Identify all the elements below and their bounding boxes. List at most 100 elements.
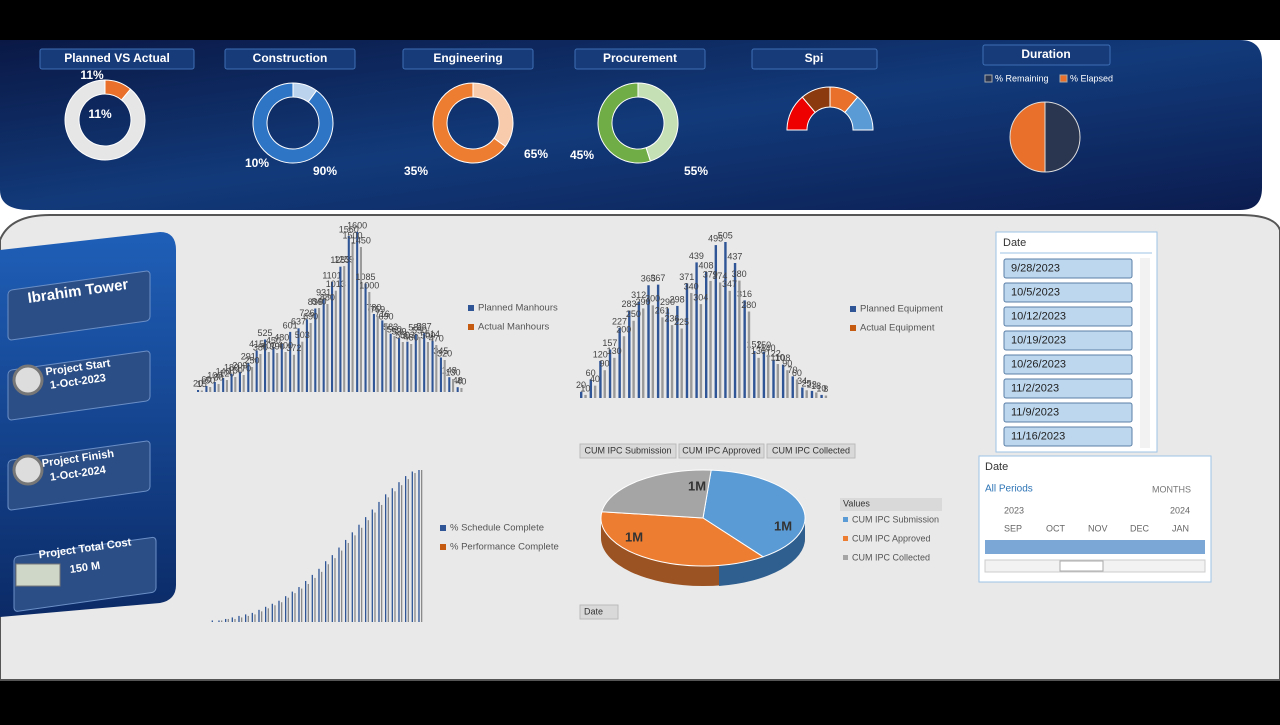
slicer-item[interactable] <box>1003 330 1133 351</box>
field-button[interactable] <box>766 443 856 459</box>
bar <box>815 392 818 398</box>
bar <box>294 593 296 622</box>
bar <box>351 532 353 622</box>
bar <box>398 482 400 622</box>
bar <box>460 388 463 392</box>
bar <box>613 357 616 398</box>
kpi-value-label: 45% <box>570 148 594 162</box>
bar <box>411 471 413 622</box>
data-label: 345 <box>433 346 448 356</box>
timeline-unit[interactable]: MONTHS <box>1152 484 1191 494</box>
legend-label: % Performance Complete <box>450 542 559 553</box>
legend-label: CUM IPC Submission <box>852 514 939 524</box>
legend-swatch <box>843 555 848 560</box>
bar <box>301 588 303 622</box>
bar <box>374 512 376 622</box>
gauge-segment <box>844 96 874 131</box>
field-button[interactable] <box>579 604 619 620</box>
bar <box>285 596 287 622</box>
bar <box>298 587 300 622</box>
bar <box>410 344 413 392</box>
data-label: 60 <box>201 374 211 384</box>
data-label: 48 <box>453 376 463 386</box>
bar <box>356 232 359 392</box>
data-label: 316 <box>737 289 752 299</box>
bar <box>728 290 731 398</box>
legend-title: Values <box>843 498 870 508</box>
kpi-title: Planned VS Actual <box>64 51 170 65</box>
bar <box>762 351 766 398</box>
bar <box>255 350 258 392</box>
bar <box>341 550 343 622</box>
data-label: 290 <box>636 297 651 307</box>
bar <box>271 603 273 622</box>
bar <box>311 574 313 622</box>
data-label: 637 <box>291 317 306 327</box>
bar <box>259 354 262 392</box>
data-label: 340 <box>684 281 699 291</box>
timeline-thumb[interactable] <box>1059 560 1104 572</box>
timeline-title: Date <box>985 461 1008 473</box>
bar <box>622 336 626 398</box>
data-label: 759 <box>370 304 385 314</box>
data-label: 283 <box>622 299 637 309</box>
kpi-segment <box>64 79 146 161</box>
data-label: 120 <box>219 368 234 378</box>
bar <box>733 263 737 398</box>
slicer-item[interactable] <box>1003 402 1133 423</box>
bar <box>448 377 451 392</box>
timeline-month: OCT <box>1046 523 1066 533</box>
data-label: 503 <box>400 330 415 340</box>
slicer-item[interactable] <box>1003 282 1133 303</box>
bar <box>347 542 349 622</box>
bar <box>292 354 295 392</box>
bar <box>695 262 698 398</box>
kpi-title-box <box>982 44 1111 66</box>
data-label: 560 <box>387 324 402 334</box>
bar <box>251 612 253 622</box>
bar <box>753 351 756 398</box>
timeline-periods: All Periods <box>985 484 1033 495</box>
bar <box>414 473 416 622</box>
data-label: 250 <box>245 355 260 365</box>
data-label: 152 <box>747 339 762 349</box>
pie-slice <box>601 469 712 519</box>
slicer-item[interactable] <box>1003 258 1133 279</box>
field-button[interactable] <box>579 443 677 459</box>
slicer-item[interactable] <box>1003 354 1133 375</box>
bar <box>603 370 606 398</box>
slicer-title: Date <box>1003 237 1026 249</box>
bar <box>651 305 655 398</box>
data-label: 372 <box>286 343 301 353</box>
kpi-title: Construction <box>253 51 328 65</box>
data-label: 1000 <box>359 280 379 290</box>
bar <box>584 394 587 398</box>
bar <box>439 357 442 392</box>
data-label: 379 <box>703 269 718 279</box>
bar <box>234 618 236 622</box>
data-label: 840 <box>312 296 327 306</box>
legend-label: Planned Equipment <box>860 304 943 315</box>
kpi-title-box <box>39 48 195 70</box>
field-button[interactable] <box>678 443 765 459</box>
data-label: 716 <box>375 309 390 319</box>
slicer-item[interactable] <box>1003 306 1133 327</box>
data-label: 495 <box>708 233 723 243</box>
data-label: 15 <box>197 379 207 389</box>
bar <box>690 292 693 398</box>
data-label: 1560 <box>339 224 359 234</box>
info-box <box>13 536 157 612</box>
bar <box>272 347 275 392</box>
clock-icon <box>12 454 44 486</box>
money-icon <box>15 563 61 587</box>
bar <box>225 380 228 392</box>
bar <box>284 352 287 392</box>
bar <box>393 336 396 392</box>
info-box <box>7 440 151 511</box>
bar <box>452 379 455 392</box>
bar <box>345 539 347 622</box>
slicer-item[interactable] <box>1003 378 1133 399</box>
data-label: 601 <box>283 320 298 330</box>
slicer-item[interactable] <box>1003 426 1133 447</box>
bar <box>391 488 393 622</box>
